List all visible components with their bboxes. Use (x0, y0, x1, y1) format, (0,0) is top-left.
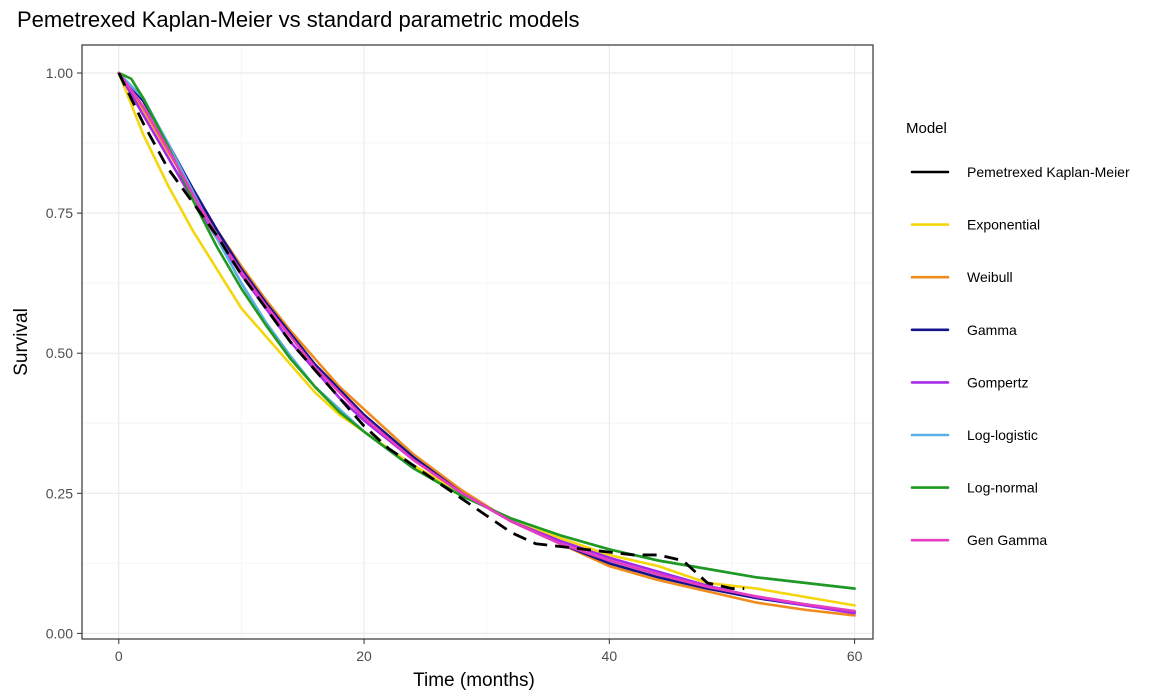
x-axis-label: Time (months) (413, 670, 535, 691)
y-tick-label: 0.00 (46, 625, 73, 641)
legend-item-gamma: Gamma (910, 322, 1017, 338)
legend-items: Pemetrexed Kaplan-Meier Exponential Weibul… (910, 164, 1130, 548)
legend-item-gompertz: Gompertz (910, 374, 1028, 390)
legend-label: Gen Gamma (967, 532, 1047, 548)
legend-label: Weibull (967, 269, 1013, 285)
y-tick-label: 1.00 (46, 65, 73, 81)
legend-item-exponential: Exponential (910, 217, 1040, 233)
y-tick-label: 0.50 (46, 345, 73, 361)
legend-title: Model (906, 120, 947, 137)
legend-label: Log-normal (967, 480, 1038, 496)
legend-item-log-logistic: Log-logistic (910, 427, 1038, 443)
series-line-gamma (117, 71, 856, 614)
legend-label: Gamma (967, 322, 1017, 338)
legend-item-log-normal: Log-normal (910, 480, 1038, 496)
y-tick-label: 0.75 (46, 205, 73, 221)
x-tick-label: 60 (847, 648, 863, 664)
legend-item-gen-gamma: Gen Gamma (910, 532, 1047, 548)
major-y-gridlines (82, 72, 873, 634)
x-tick-label: 20 (356, 648, 372, 664)
y-axis-label: Survival (11, 308, 32, 376)
series-layer (117, 71, 856, 617)
plot-panel-border (81, 44, 874, 640)
x-tick-label: 0 (115, 648, 123, 664)
y-tick-label: 0.25 (46, 485, 73, 501)
legend-label: Pemetrexed Kaplan-Meier (967, 164, 1130, 180)
major-x-gridlines (118, 45, 856, 639)
legend-label: Log-logistic (967, 427, 1038, 443)
minor-x-gridlines (240, 45, 733, 639)
legend-item-weibull: Weibull (910, 269, 1013, 285)
series-line-pemetrexed-kaplan-meier (117, 72, 745, 590)
chart-title: Pemetrexed Kaplan-Meier vs standard para… (17, 7, 579, 32)
minor-y-gridlines (82, 142, 873, 564)
legend-label: Gompertz (967, 374, 1028, 390)
x-axis-ticks: 0 20 40 60 (115, 639, 863, 664)
x-tick-label: 40 (602, 648, 618, 664)
y-axis-ticks: 0.00 0.25 0.50 0.75 1.00 (46, 65, 82, 641)
legend: Model Pemetrexed Kaplan-Meier Exponential… (906, 120, 1130, 548)
series-line-gen-gamma (117, 71, 856, 613)
legend-item-pemetrexed-kaplan-meier: Pemetrexed Kaplan-Meier (910, 164, 1130, 180)
legend-label: Exponential (967, 217, 1040, 233)
